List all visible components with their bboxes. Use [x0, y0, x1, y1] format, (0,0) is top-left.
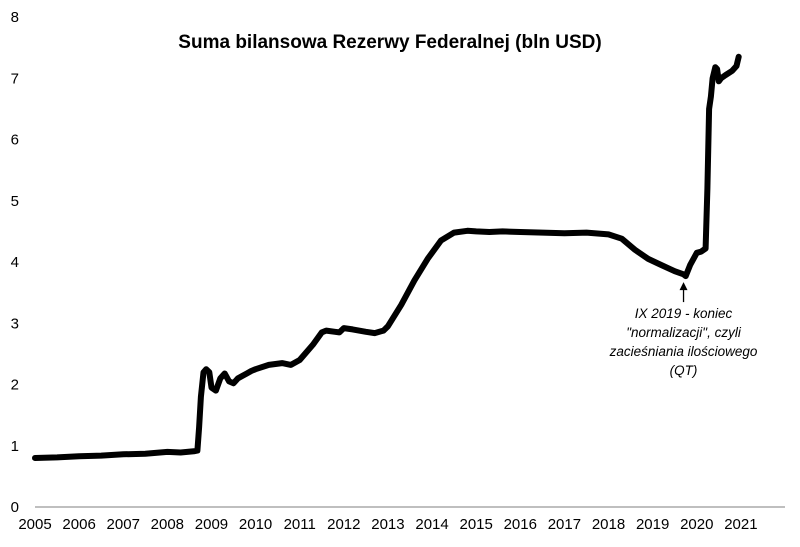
x-tick-label: 2019 [636, 516, 669, 533]
x-tick-label: 2009 [195, 516, 228, 533]
series-line [32, 53, 742, 461]
y-tick-label: 0 [11, 499, 19, 516]
y-tick-label: 7 [11, 70, 19, 87]
y-tick-label: 4 [11, 254, 19, 271]
x-tick-label: 2020 [680, 516, 713, 533]
x-tick-label: 2007 [107, 516, 140, 533]
annotation-line: IX 2019 - koniec [635, 306, 733, 321]
y-tick-label: 6 [11, 132, 19, 149]
x-tick-labels: 2005 2006 2007 2008 2009 2010 2011 2012 2013 2014… [18, 516, 757, 533]
annotation-line: zacieśniania ilościowego [609, 344, 758, 359]
x-tick-label: 2021 [724, 516, 757, 533]
y-tick-label: 2 [11, 377, 19, 394]
x-tick-label: 2012 [327, 516, 360, 533]
x-tick-label: 2011 [284, 516, 316, 533]
x-tick-label: 2008 [151, 516, 184, 533]
x-tick-label: 2018 [592, 516, 625, 533]
qt-annotation: IX 2019 - koniec "normalizacji", czyli zac… [609, 282, 758, 378]
annotation-line: (QT) [670, 363, 698, 378]
x-tick-label: 2014 [415, 516, 448, 533]
x-tick-label: 2017 [548, 516, 581, 533]
y-tick-label: 3 [11, 315, 19, 332]
y-tick-label: 8 [11, 9, 19, 26]
x-tick-label: 2005 [18, 516, 51, 533]
x-tick-label: 2010 [239, 516, 272, 533]
x-tick-label: 2016 [504, 516, 537, 533]
annotation-text: IX 2019 - koniec "normalizacji", czyli zac… [609, 306, 758, 378]
y-tick-labels: 0 1 2 3 4 5 6 7 8 [11, 9, 19, 516]
annotation-line: "normalizacji", czyli [626, 325, 742, 340]
x-tick-label: 2015 [459, 516, 492, 533]
x-tick-label: 2013 [371, 516, 404, 533]
annotation-arrow-head [679, 282, 688, 291]
chart-title: Suma bilansowa Rezerwy Federalnej (bln U… [178, 32, 601, 53]
y-tick-label: 5 [11, 193, 19, 210]
y-tick-label: 1 [11, 438, 19, 455]
x-tick-label: 2006 [62, 516, 95, 533]
